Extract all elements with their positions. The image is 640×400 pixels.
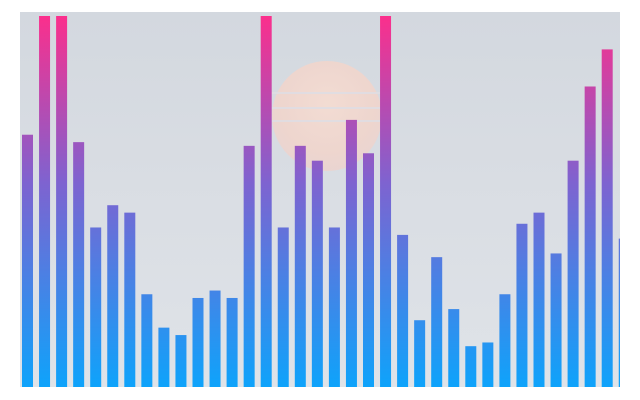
bar: [124, 212, 136, 387]
bar: [448, 309, 460, 387]
bars-group: [22, 16, 620, 387]
bar: [175, 335, 187, 387]
bar: [345, 119, 357, 387]
haze-band: [266, 107, 390, 109]
bar: [226, 297, 238, 387]
bar: [73, 142, 85, 387]
visualizer-frame: [20, 12, 620, 387]
bar: [380, 16, 392, 387]
sun-image: [272, 61, 382, 171]
bar: [56, 16, 68, 387]
haze-band: [266, 120, 390, 122]
bar: [277, 227, 289, 387]
bar: [431, 257, 443, 387]
bar: [533, 212, 545, 387]
bar: [209, 290, 221, 387]
bar: [39, 16, 51, 387]
bar: [22, 134, 33, 387]
bar: [192, 297, 204, 387]
bar: [141, 294, 153, 387]
bar: [550, 253, 562, 387]
bar: [243, 145, 255, 387]
bar: [107, 205, 119, 387]
bar: [294, 145, 306, 387]
bar: [260, 16, 272, 387]
bar: [584, 86, 596, 387]
bar-chart: [22, 16, 620, 387]
bar: [328, 227, 340, 387]
bar: [414, 320, 426, 387]
bar: [363, 153, 374, 387]
bar: [516, 223, 528, 387]
bar: [397, 234, 409, 387]
bar: [311, 160, 323, 387]
bar: [158, 327, 170, 387]
bar: [90, 227, 102, 387]
haze-band: [266, 92, 390, 94]
bar: [601, 49, 613, 387]
bar: [465, 346, 477, 387]
bar: [499, 294, 511, 387]
bar: [482, 342, 494, 387]
bar: [567, 160, 579, 387]
bar: [618, 238, 620, 387]
